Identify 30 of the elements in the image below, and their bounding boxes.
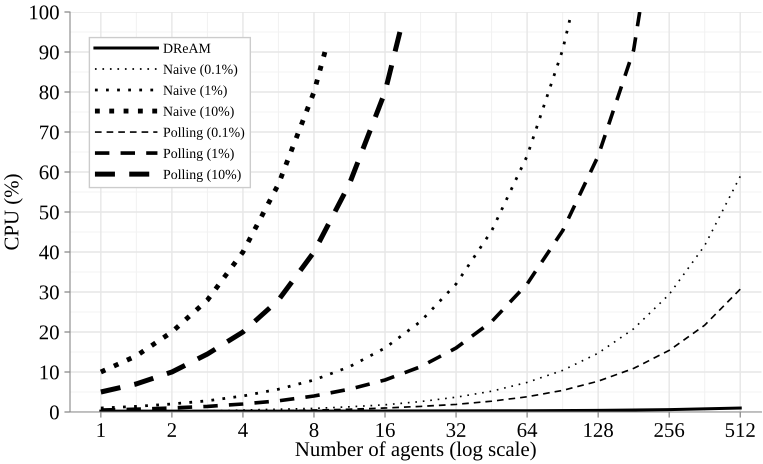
- legend-label: Naive (0.1%): [163, 64, 238, 77]
- y-tick-label: 40: [39, 245, 59, 260]
- y-tick-label: 80: [40, 85, 59, 100]
- y-tick-label: 50: [40, 205, 59, 220]
- x-tick-label: 8: [310, 423, 318, 438]
- y-tick-label: 100: [30, 5, 59, 20]
- y-tick-label: 20: [40, 325, 59, 340]
- y-tick-label: 90: [39, 45, 59, 60]
- y-tick-label: 60: [40, 165, 59, 180]
- x-axis-title: Number of agents (log scale): [295, 441, 536, 460]
- y-tick-label: 70: [40, 125, 59, 140]
- y-axis-title: CPU (%): [4, 174, 23, 250]
- y-tick-label: 0: [50, 405, 59, 420]
- x-tick-label: 16: [376, 423, 395, 438]
- legend-label: Polling (10%): [163, 169, 241, 182]
- x-tick-label: 4: [238, 423, 248, 437]
- x-tick-label: 32: [446, 423, 466, 438]
- legend-label: Polling (0.1%): [163, 127, 244, 140]
- x-tick-label: 512: [726, 423, 755, 438]
- x-tick-label: 64: [518, 423, 538, 438]
- legend-label: Polling (1%): [163, 148, 234, 161]
- x-tick-label: 1: [97, 423, 105, 437]
- y-tick-label: 30: [40, 285, 59, 300]
- legend-label: DReAM: [163, 44, 210, 53]
- x-tick-label: 2: [168, 423, 176, 437]
- x-tick-label: 256: [654, 423, 684, 438]
- legend-label: Naive (1%): [163, 85, 227, 98]
- legend-label: Naive (10%): [163, 106, 234, 119]
- x-tick-label: 128: [584, 423, 613, 438]
- y-tick-label: 10: [40, 365, 59, 380]
